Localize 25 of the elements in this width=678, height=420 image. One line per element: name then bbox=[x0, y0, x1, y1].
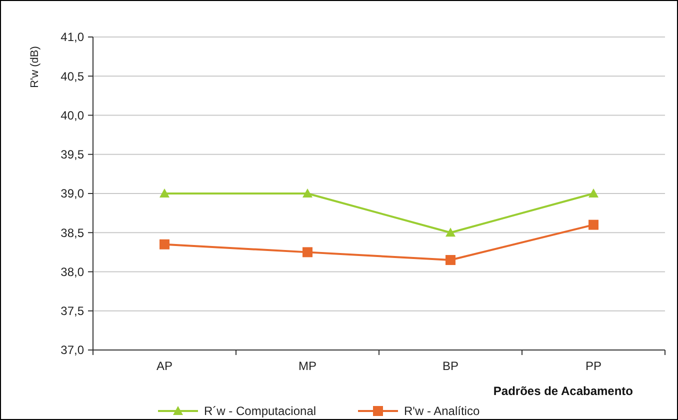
point bbox=[446, 255, 456, 266]
x-tick-label: AP bbox=[156, 359, 173, 373]
point bbox=[302, 247, 312, 258]
point bbox=[588, 220, 598, 230]
y-tick-label: 37,0 bbox=[60, 343, 84, 358]
x-tick-label: BP bbox=[442, 359, 459, 373]
y-tick-label: 41,0 bbox=[60, 30, 84, 44]
y-tick-label: 40,0 bbox=[60, 108, 84, 122]
point bbox=[446, 228, 456, 237]
point bbox=[160, 188, 170, 198]
point bbox=[302, 188, 312, 198]
y-tick-label: 39,5 bbox=[60, 148, 84, 162]
y-axis-title: R'w (dB) bbox=[29, 46, 41, 88]
y-tick-label: 38,5 bbox=[60, 226, 84, 240]
x-axis-title: Padrões de Acabamento bbox=[493, 384, 633, 398]
y-tick-label: 40,5 bbox=[60, 69, 84, 84]
x-tick-label: PP bbox=[585, 359, 602, 373]
y-tick-label: 37,5 bbox=[60, 304, 84, 318]
y-tick-label: 38,0 bbox=[60, 264, 84, 279]
x-tick-label: MP bbox=[298, 359, 316, 373]
legend-label: R´w - Computacional bbox=[204, 404, 316, 418]
point bbox=[588, 188, 598, 198]
y-tick-label: 39,0 bbox=[60, 186, 84, 201]
legend-label: R'w - Analítico bbox=[404, 404, 480, 418]
point bbox=[160, 239, 170, 250]
